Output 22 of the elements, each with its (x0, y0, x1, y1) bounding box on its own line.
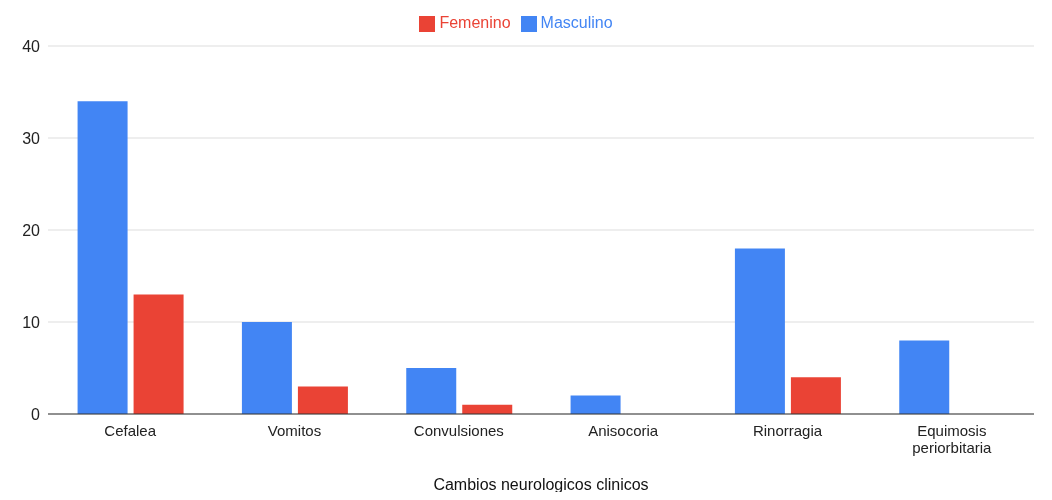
y-tick-label: 10 (22, 313, 41, 331)
legend-label: Femenino (439, 14, 511, 31)
bar (899, 340, 950, 414)
bar (77, 101, 128, 414)
x-tick-label: Vomitos (267, 422, 322, 439)
x-tick-label: Cefalea (104, 422, 157, 439)
y-tick-label: 20 (22, 221, 41, 239)
y-tick-label: 40 (22, 37, 41, 55)
y-tick-label: 0 (31, 405, 41, 423)
bar (790, 377, 841, 414)
x-tick-label: Anisocoria (588, 422, 659, 439)
bar (133, 294, 184, 414)
x-tick-label: Equimosis periorbitaria (912, 422, 993, 456)
bar (241, 322, 292, 414)
x-tick-label: Convulsiones (413, 422, 504, 439)
bar (734, 248, 785, 414)
bar (406, 368, 457, 414)
legend-label: Masculino (540, 14, 613, 31)
bar (570, 395, 621, 414)
y-tick-label: 30 (22, 129, 41, 147)
bar (297, 386, 348, 414)
x-tick-label: Rinorragia (752, 422, 823, 439)
